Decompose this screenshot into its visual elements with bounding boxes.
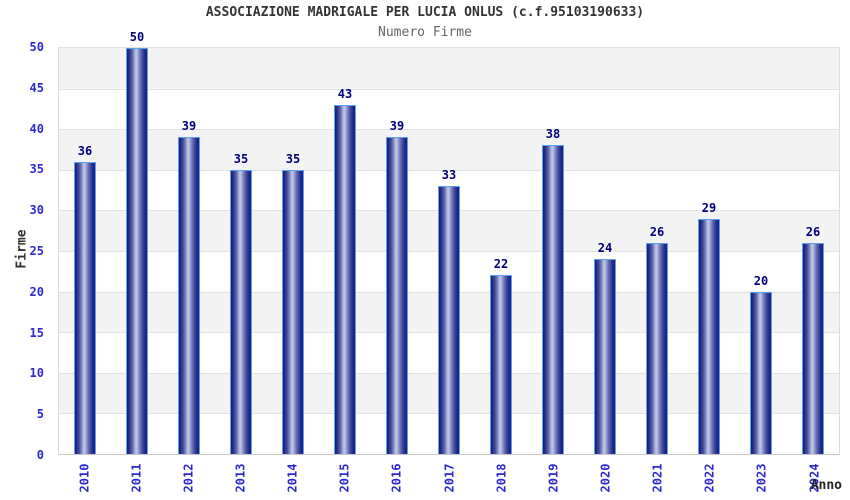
- chart-title: ASSOCIAZIONE MADRIGALE PER LUCIA ONLUS (…: [205, 5, 645, 20]
- bar-value-label: 35: [285, 151, 301, 166]
- x-tick-slot: 2022: [684, 457, 736, 499]
- y-tick-label: 25: [29, 244, 44, 258]
- bar-value-label: 24: [597, 241, 613, 256]
- x-tick-label: 2015: [337, 463, 352, 493]
- bar-value-label: 35: [233, 151, 249, 166]
- x-tick-label: 2023: [754, 463, 769, 493]
- x-tick-label: 2022: [702, 463, 717, 493]
- x-tick-label: 2018: [494, 463, 509, 493]
- x-tick-slot: 2010: [58, 457, 110, 499]
- bar-value-label: 39: [389, 119, 405, 134]
- bar-slot: 35: [215, 48, 267, 454]
- y-tick-labels: 0 5 10 15 20 25 30 35 40 45 50: [0, 40, 52, 462]
- bar-slot: 50: [111, 31, 163, 454]
- gridline: [59, 129, 839, 131]
- y-tick-label: 20: [29, 284, 44, 299]
- x-tick-label: 2011: [129, 463, 144, 493]
- bar: [438, 186, 460, 454]
- bar: [542, 145, 564, 454]
- bar: [802, 242, 824, 454]
- plot-area: 36 50 39 35 35 43 39 33 22 38 24 26 29 20 26: [58, 31, 840, 455]
- x-tick-slot: 2015: [319, 457, 371, 499]
- bar-value-label: 20: [753, 273, 769, 288]
- bar-slot: 38: [527, 48, 579, 454]
- bar-value-label: 36: [77, 143, 93, 158]
- bar-slot: 26: [631, 48, 683, 454]
- bar: [750, 291, 772, 454]
- bar-slot: 22: [475, 48, 527, 454]
- x-tick-label: 2016: [389, 463, 404, 493]
- y-tick-label: 10: [29, 366, 44, 381]
- bar: [646, 242, 668, 454]
- y-tick-label: 0: [36, 448, 44, 462]
- bar-value-label: 43: [337, 86, 353, 101]
- bar-value-label: 29: [701, 200, 717, 215]
- x-tick-slot: 2012: [162, 457, 214, 499]
- bar: [594, 259, 616, 454]
- bar: [334, 104, 356, 454]
- x-tick-labels: 2010 2011 2012 2013 2014 2015 2016 2017 2018 2019…: [58, 457, 840, 499]
- y-tick-label: 30: [29, 203, 44, 218]
- x-tick-label: 2017: [442, 463, 457, 493]
- x-tick-slot: 2011: [110, 457, 162, 499]
- bar-slot: 39: [371, 48, 423, 454]
- bar-value-label: 26: [805, 224, 821, 239]
- x-tick-label: 2019: [546, 463, 561, 493]
- bar: [386, 137, 408, 454]
- bar-slot: 29: [683, 48, 735, 454]
- x-tick-slot: 2013: [214, 457, 266, 499]
- y-tick-label: 15: [29, 325, 44, 340]
- bar-slot: 43: [319, 48, 371, 454]
- bar-slot: 33: [423, 48, 475, 454]
- bar-slot: 36: [59, 48, 111, 454]
- bar: [698, 218, 720, 454]
- y-tick-label: 5: [36, 407, 44, 422]
- y-tick-label: 50: [29, 40, 44, 54]
- x-tick-slot: 2016: [371, 457, 423, 499]
- x-tick-label: 2013: [233, 463, 248, 493]
- bar-value-label: 50: [129, 30, 145, 44]
- x-tick-label: 2010: [77, 463, 92, 493]
- bar-slot: 24: [579, 48, 631, 454]
- bar: [230, 169, 252, 454]
- y-tick-label: 45: [29, 80, 44, 95]
- y-tick-label: 35: [29, 162, 44, 177]
- x-tick-label: 2020: [598, 463, 613, 493]
- bar-slot: 26: [787, 48, 839, 454]
- gridline: [59, 169, 839, 171]
- bar-value-label: 33: [441, 168, 457, 183]
- x-tick-slot: 2017: [423, 457, 475, 499]
- x-axis-label: Anno: [810, 478, 842, 493]
- bar-value-label: 38: [545, 127, 561, 142]
- bar: [282, 169, 304, 454]
- x-tick-label: 2021: [650, 463, 665, 493]
- x-tick-slot: 2023: [736, 457, 788, 499]
- bar-value-label: 26: [649, 224, 665, 239]
- x-tick-label: 2014: [285, 463, 300, 493]
- chart-subtitle: Numero Firme: [378, 25, 472, 40]
- bar-slot: 20: [735, 48, 787, 454]
- x-tick-label: 2012: [181, 463, 196, 493]
- bar: [74, 161, 96, 454]
- bar: [490, 275, 512, 454]
- bar: [126, 48, 148, 454]
- bar: [178, 137, 200, 454]
- bars-layer: 36 50 39 35 35 43 39 33 22 38 24 26 29 20 26: [59, 31, 839, 454]
- bar-value-label: 22: [493, 257, 509, 272]
- bar-slot: 39: [163, 48, 215, 454]
- x-tick-slot: 2019: [527, 457, 579, 499]
- x-tick-slot: 2021: [632, 457, 684, 499]
- gridline: [59, 88, 839, 90]
- x-tick-slot: 2018: [475, 457, 527, 499]
- y-tick-label: 40: [29, 121, 44, 136]
- bar-value-label: 39: [181, 119, 197, 134]
- x-tick-slot: 2014: [267, 457, 319, 499]
- bar-slot: 35: [267, 48, 319, 454]
- x-tick-slot: 2020: [579, 457, 631, 499]
